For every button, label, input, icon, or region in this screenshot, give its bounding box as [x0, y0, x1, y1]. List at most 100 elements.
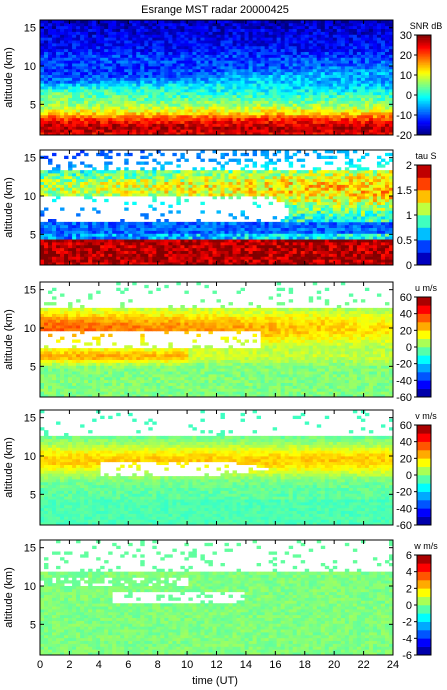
heatmap-cell — [52, 253, 57, 257]
heatmap-cell — [92, 68, 97, 73]
heatmap-cell — [68, 117, 73, 122]
heatmap-cell — [304, 103, 310, 107]
heatmap-cell — [200, 54, 205, 58]
heatmap-cell — [112, 120, 117, 124]
heatmap-cell — [168, 262, 173, 266]
heatmap-cell — [340, 40, 346, 44]
heatmap-cell — [56, 57, 61, 61]
heatmap-cell — [108, 48, 113, 53]
heatmap-cell — [272, 25, 278, 30]
heatmap-cell — [252, 20, 258, 24]
heatmap-cell — [340, 77, 346, 81]
heatmap-cell — [44, 230, 49, 234]
heatmap-cell — [84, 43, 89, 47]
heatmap-cell — [92, 28, 97, 32]
heatmap-cell — [320, 37, 326, 41]
heatmap-cell — [80, 60, 85, 64]
heatmap-cell — [132, 80, 137, 84]
heatmap-cell — [296, 112, 302, 116]
heatmap-cell — [72, 120, 77, 124]
heatmap-cell — [204, 250, 209, 254]
heatmap-cell — [160, 167, 165, 171]
heatmap-cell — [120, 190, 125, 194]
heatmap-cell — [280, 37, 286, 41]
heatmap-cell — [120, 227, 125, 231]
heatmap-cell — [244, 48, 249, 53]
heatmap-cell — [40, 28, 45, 32]
heatmap-cell — [376, 28, 382, 32]
heatmap-cell — [232, 170, 237, 174]
heatmap-cell — [208, 60, 213, 64]
heatmap-cell — [220, 51, 225, 55]
heatmap-cell — [192, 221, 197, 226]
heatmap-cell — [256, 77, 262, 81]
heatmap-cell — [72, 71, 77, 76]
heatmap-cell — [340, 25, 346, 30]
heatmap-cell — [176, 68, 181, 73]
heatmap-cell — [152, 94, 157, 99]
heatmap-cell — [64, 109, 69, 113]
heatmap-cell — [324, 68, 330, 73]
heatmap-cell — [160, 164, 165, 168]
heatmap-cell — [140, 86, 145, 90]
heatmap-cell — [76, 152, 81, 157]
heatmap-cell — [40, 83, 45, 87]
heatmap-cell — [164, 106, 169, 110]
heatmap-cell — [172, 25, 177, 30]
heatmap-cell — [116, 97, 121, 101]
heatmap-cell — [96, 170, 101, 174]
heatmap-cell — [156, 57, 161, 61]
heatmap-cell — [296, 74, 302, 78]
heatmap-cell — [236, 170, 241, 174]
heatmap-cell — [180, 43, 185, 47]
heatmap-cell — [160, 170, 165, 174]
heatmap-cell — [312, 51, 318, 55]
heatmap-cell — [96, 51, 101, 55]
heatmap-cell — [324, 34, 330, 38]
heatmap-cell — [180, 34, 185, 38]
heatmap-cell — [376, 94, 382, 99]
heatmap-cell — [376, 80, 382, 84]
heatmap-cell — [72, 74, 77, 78]
heatmap-cell — [280, 51, 286, 55]
heatmap-cell — [216, 28, 221, 32]
heatmap-cell — [40, 34, 45, 38]
heatmap-cell — [200, 181, 205, 185]
heatmap-cell — [352, 103, 358, 107]
heatmap-cell — [80, 100, 85, 104]
heatmap-cell — [180, 239, 185, 243]
heatmap-cell — [92, 51, 97, 55]
heatmap-cell — [224, 236, 229, 240]
heatmap-cell — [168, 100, 173, 104]
heatmap-cell — [260, 22, 266, 27]
heatmap-cell — [204, 224, 209, 229]
heatmap-cell — [200, 167, 205, 171]
heatmap-cell — [284, 34, 290, 38]
heatmap-cell — [124, 80, 129, 84]
heatmap-cell — [220, 89, 225, 93]
heatmap-cell — [164, 68, 169, 73]
heatmap-cell — [380, 20, 386, 24]
heatmap-cell — [192, 77, 197, 81]
heatmap-cell — [200, 31, 205, 35]
heatmap-cell — [372, 48, 378, 53]
heatmap-cell — [128, 45, 133, 50]
heatmap-cell — [72, 34, 77, 38]
heatmap-cell — [184, 71, 189, 76]
heatmap-cell — [164, 25, 169, 30]
heatmap-cell — [320, 80, 326, 84]
heatmap-cell — [252, 120, 258, 124]
heatmap-cell — [304, 86, 310, 90]
heatmap-cell — [372, 129, 378, 133]
heatmap-cell — [268, 66, 274, 70]
heatmap-cell — [152, 43, 157, 47]
heatmap-cell — [152, 25, 157, 30]
heatmap-cell — [228, 242, 233, 246]
heatmap-cell — [220, 187, 225, 191]
heatmap-cell — [164, 236, 169, 240]
heatmap-cell — [136, 178, 141, 183]
heatmap-cell — [136, 175, 141, 180]
heatmap-cell — [340, 100, 346, 104]
heatmap-cell — [88, 68, 93, 73]
heatmap-cell — [276, 40, 282, 44]
